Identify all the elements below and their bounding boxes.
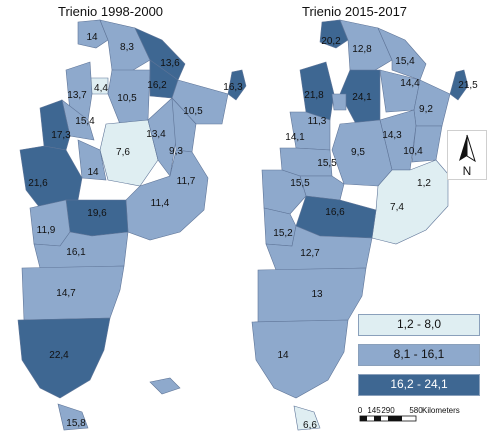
province-catamarca-1998: [65, 61, 93, 121]
province-sanjuan-1998: [39, 99, 71, 151]
legend: 1,2 - 8,0 8,1 - 16,1 16,2 - 24,1: [358, 312, 484, 402]
map-label: 11,3: [308, 116, 327, 127]
map-label: 6,6: [303, 420, 317, 431]
map-label: 1,2: [417, 178, 431, 189]
legend-swatch: [358, 314, 480, 336]
map-label: 21,5: [458, 80, 478, 91]
province-santacruz-1998: [17, 317, 111, 399]
province-catamarca-2015: [299, 61, 335, 121]
north-label: N: [463, 164, 472, 178]
map-label: 10,5: [183, 106, 203, 117]
map-label: 7,4: [390, 202, 404, 213]
legend-item: 8,1 - 16,1: [358, 342, 484, 370]
scale-bar: 0 145 290 580 Kilometers: [356, 404, 488, 439]
islands-1998: [149, 377, 181, 395]
map-label: 17,3: [51, 130, 71, 141]
map-label: 9,3: [169, 146, 183, 157]
map-label: 11,9: [37, 225, 56, 236]
map-label: 15,5: [317, 158, 337, 169]
province-santafe-1998: [147, 97, 177, 177]
map-label: 14,1: [285, 132, 305, 143]
legend-swatch: [358, 374, 480, 396]
map-label: 14,3: [382, 130, 402, 141]
map-label: 24,1: [352, 92, 372, 103]
map-label: 13,7: [67, 90, 87, 101]
scale-tick-label: 0: [358, 406, 363, 415]
map-label: 4,4: [94, 83, 108, 94]
map-label: 15,4: [75, 116, 95, 127]
scale-tick-label: 290: [381, 406, 395, 415]
legend-item: 16,2 - 24,1: [358, 372, 484, 400]
province-chubut-2015: [257, 267, 367, 323]
map-label: 14: [86, 32, 98, 43]
north-arrow: N: [447, 130, 487, 180]
labels-2015-2017: 20,2 12,8 15,4 21,5 21,8 24,1 14,4 9,2 1…: [273, 36, 478, 431]
north-arrow-icon: N: [459, 134, 476, 178]
map-label: 21,6: [28, 178, 48, 189]
province-neuquen-2015: [263, 207, 297, 247]
province-larioja-2015: [289, 111, 331, 151]
map-label: 15,4: [395, 56, 415, 67]
scale-unit: Kilometers: [422, 406, 460, 415]
map-label: 16,2: [147, 80, 167, 91]
map-label: 15,8: [66, 418, 86, 429]
map-label: 15,2: [273, 228, 293, 239]
legend-label: 16,2 - 24,1: [390, 377, 448, 391]
labels-1998-2000: 14 8,3 13,6 16,3 4,4 13,7 10,5 16,2 10,5…: [28, 32, 243, 429]
map-label: 14,7: [56, 288, 76, 299]
map-label: 8,3: [120, 42, 134, 53]
province-santacruz-2015: [251, 319, 349, 399]
province-tucuman-2015: [331, 93, 347, 111]
map-label: 10,4: [403, 146, 423, 157]
province-misiones-1998: [227, 69, 247, 101]
province-sanluis-1998: [77, 139, 107, 181]
scale-tick-label: 145: [367, 406, 381, 415]
map-label: 11,7: [177, 176, 196, 187]
map-label: 13: [311, 289, 323, 300]
province-jujuy-1998: [77, 19, 109, 49]
legend-swatch: [358, 344, 480, 366]
map-label: 19,6: [87, 208, 107, 219]
scale-tick-label: 580: [409, 406, 423, 415]
legend-label: 1,2 - 8,0: [396, 317, 442, 331]
map-label: 14: [87, 167, 99, 178]
provinces-2015-2017: [251, 19, 469, 431]
map-label: 16,1: [66, 247, 86, 258]
map-label: 13,6: [160, 58, 180, 69]
map-label: 20,2: [321, 36, 341, 47]
map-label: 7,6: [116, 147, 130, 158]
province-tierradelfuego-1998: [57, 403, 89, 431]
map-label: 15,5: [290, 178, 310, 189]
legend-label: 8,1 - 16,1: [393, 347, 445, 361]
map-label: 14: [277, 350, 289, 361]
map-label: 11,4: [151, 198, 170, 209]
map-label: 13,4: [146, 129, 166, 140]
map-label: 14,4: [400, 78, 420, 89]
province-mendoza-2015: [261, 169, 307, 215]
map-label: 16,3: [223, 82, 243, 93]
map-label: 16,6: [325, 207, 345, 218]
map-label: 10,5: [117, 93, 137, 104]
map-title-1998-2000: Trienio 1998-2000: [58, 4, 164, 19]
province-misiones-2015: [449, 69, 469, 101]
map-label: 12,8: [352, 44, 372, 55]
map-title-2015-2017: Trienio 2015-2017: [302, 4, 408, 19]
province-chubut-1998: [21, 265, 125, 321]
legend-item: 1,2 - 8,0: [358, 312, 484, 340]
map-label: 21,8: [304, 90, 324, 101]
map-label: 22,4: [49, 350, 69, 361]
map-label: 9,2: [419, 104, 433, 115]
map-label: 9,5: [351, 147, 365, 158]
map-label: 12,7: [300, 248, 320, 259]
province-jujuy-2015: [319, 19, 349, 49]
province-tierradelfuego-2015: [293, 405, 321, 431]
provinces-1998-2000: [17, 19, 247, 431]
province-mendoza-1998: [19, 145, 83, 209]
